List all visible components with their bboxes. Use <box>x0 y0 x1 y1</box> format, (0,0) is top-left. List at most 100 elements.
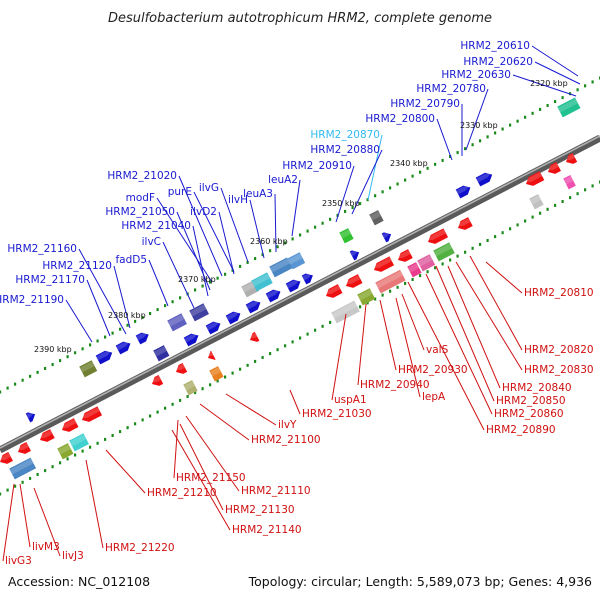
inner-tick-dot <box>576 192 579 196</box>
inner-tick-dot <box>501 231 504 235</box>
outer-tick-dot <box>359 202 362 206</box>
forward-gene <box>205 321 221 335</box>
reverse-gene-box <box>69 433 89 452</box>
inner-tick-dot <box>246 363 249 367</box>
outer-tick-dot <box>224 272 227 276</box>
reverse-gene <box>345 274 363 288</box>
inner-tick-dot <box>374 297 377 301</box>
reverse-gene <box>249 331 260 342</box>
outer-tick-dot <box>96 339 99 343</box>
inner-tick-dot <box>591 184 594 188</box>
inner-tick-dot <box>419 274 422 278</box>
forward-gene <box>225 311 241 325</box>
reverse-gene <box>547 162 561 174</box>
inner-tick-dot <box>306 332 309 336</box>
reverse-gene-label: HRM2_21030 <box>302 408 372 420</box>
outer-tick-dot <box>209 280 212 284</box>
reverse-gene-box <box>57 443 74 460</box>
inner-tick-dot <box>464 250 467 254</box>
reverse-gene-box <box>563 174 576 190</box>
inner-tick-dot <box>119 430 122 434</box>
inner-tick-dot <box>329 320 332 324</box>
forward-gene <box>301 273 313 285</box>
reverse-gene <box>373 256 395 272</box>
outer-tick-dot <box>471 143 474 147</box>
outer-tick-dot <box>321 221 324 225</box>
reverse-gene-box <box>417 254 436 272</box>
reverse-gene <box>457 217 473 230</box>
outer-tick-dot <box>89 343 92 347</box>
kbp-tick-label: 2340 kbp <box>390 159 428 168</box>
kbp-tick-label: 2380 kbp <box>108 311 146 320</box>
forward-gene-label: HRM2_20870 <box>310 129 380 141</box>
reverse-gene-label: livJ3 <box>62 550 84 562</box>
reverse-gene-label: HRM2_21110 <box>241 485 311 497</box>
forward-gene <box>95 350 113 365</box>
reverse-gene <box>39 429 55 442</box>
inner-tick-dot <box>569 196 572 200</box>
forward-gene-label: HRM2_21050 <box>105 206 175 218</box>
outer-tick-dot <box>336 213 339 217</box>
inner-tick-dot <box>411 278 414 281</box>
reverse-gene <box>61 418 79 432</box>
reverse-gene-box <box>9 457 37 480</box>
inner-tick-dot <box>59 461 62 465</box>
outer-tick-dot <box>591 80 594 84</box>
outer-tick-dot <box>194 288 197 292</box>
inner-tick-dot <box>149 414 152 418</box>
forward-gene-box <box>251 272 273 292</box>
forward-gene-label: HRM2_21120 <box>42 260 112 272</box>
kbp-tick-label: 2330 kbp <box>460 121 498 130</box>
inner-tick-dot <box>156 410 159 414</box>
reverse-gene-label: HRM2_20830 <box>524 364 594 376</box>
forward-gene-label: HRM2_21190 <box>0 294 64 306</box>
outer-tick-dot <box>546 103 549 107</box>
forward-gene-box <box>167 313 187 332</box>
forward-gene-label: leuA2 <box>268 174 298 186</box>
inner-tick-dot <box>224 375 227 379</box>
outer-tick-dot <box>21 378 24 382</box>
outer-tick-dot <box>36 370 39 374</box>
forward-gene-label: HRM2_20910 <box>282 160 352 172</box>
inner-tick-dot <box>426 270 429 274</box>
inner-tick-dot <box>96 441 99 445</box>
outer-tick-dot <box>284 241 287 245</box>
forward-gene-box <box>153 345 170 362</box>
inner-tick-dot <box>531 215 534 219</box>
inner-tick-dot <box>396 285 399 289</box>
inner-tick-dot <box>479 242 482 246</box>
reverse-gene <box>17 442 31 454</box>
forward-gene <box>25 412 36 423</box>
reverse-gene-label: HRM2_20810 <box>524 287 594 299</box>
reverse-gene <box>81 406 103 422</box>
reverse-gene-label: ilvY <box>278 419 297 431</box>
forward-gene-label: modF <box>126 192 155 204</box>
outer-tick-dot <box>239 264 242 268</box>
reverse-gene-box <box>433 242 455 262</box>
reverse-gene-box <box>407 262 422 278</box>
outer-tick-dot <box>561 96 564 100</box>
forward-gene-label: ilvD2 <box>190 206 217 218</box>
forward-gene-label: HRM2_21020 <box>107 170 177 182</box>
inner-tick-dot <box>381 293 384 297</box>
outer-tick-dot <box>516 119 519 123</box>
outer-tick-dot <box>111 331 114 335</box>
inner-tick-dot <box>284 344 287 348</box>
outer-tick-dot <box>119 327 122 331</box>
outer-tick-dot <box>381 190 384 194</box>
reverse-gene <box>325 284 343 298</box>
reverse-gene-label: HRM2_21150 <box>176 472 246 484</box>
outer-tick-dot <box>576 88 579 92</box>
forward-gene-label: fadD5 <box>115 254 147 266</box>
inner-tick-dot <box>134 422 137 426</box>
accession-text: Accession: NC_012108 <box>8 574 150 589</box>
forward-gene-box <box>79 360 98 378</box>
forward-gene-label: ilvH <box>228 194 248 206</box>
kbp-tick-label: 2320 kbp <box>530 79 568 88</box>
outer-tick-dot <box>269 249 272 253</box>
forward-gene-label: HRM2_20790 <box>390 98 460 110</box>
inner-tick-dot <box>36 473 39 476</box>
outer-tick-dot <box>134 319 137 323</box>
outer-tick-dot <box>104 335 107 339</box>
